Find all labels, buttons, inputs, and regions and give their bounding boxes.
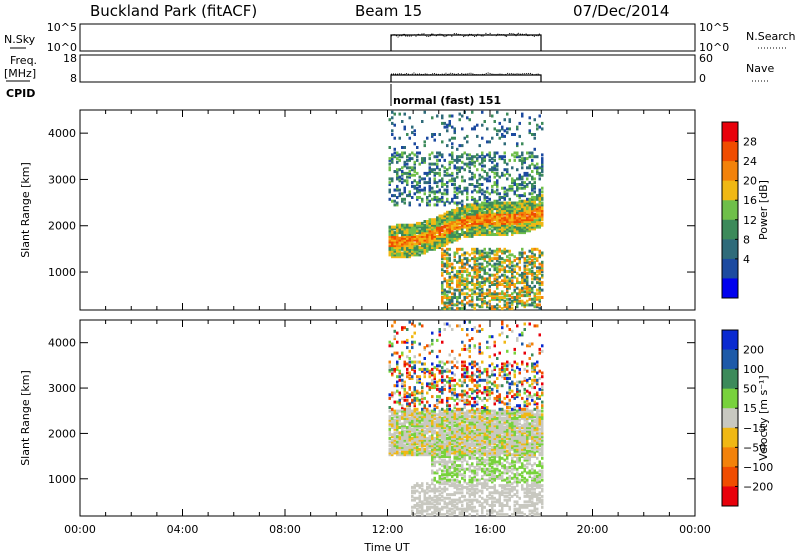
colorbar-tick-label: 28 <box>743 136 757 149</box>
colorbar-tick-label: 20 <box>743 175 757 188</box>
colorbar-segment <box>722 466 738 487</box>
velocity-y-axis: 1000 2000 3000 4000 <box>48 337 695 486</box>
velocity-ylabel: Slant Range [km] <box>19 370 32 466</box>
colorbar-segment <box>722 388 738 409</box>
x-tick-label: 20:00 <box>577 523 609 536</box>
y-tick-label: 4000 <box>48 337 76 350</box>
y-tick-label: 1000 <box>48 473 76 486</box>
colorbar-segment <box>722 486 738 507</box>
nave-trace <box>390 72 541 76</box>
colorbar-segment <box>722 180 738 201</box>
colorbar-tick-label: 12 <box>743 214 757 227</box>
nsky-right-tick-top: 10^5 <box>699 21 729 34</box>
nsky-left-tick-top: 10^5 <box>47 21 77 34</box>
freq-right-tick-bottom: 0 <box>699 72 706 85</box>
y-tick-label: 1000 <box>48 266 76 279</box>
power-ylabel: Slant Range [km] <box>19 162 32 258</box>
colorbar-tick-label: −50 <box>743 441 766 454</box>
power-colorbar-label: Power [dB] <box>757 180 770 240</box>
beam-label: Beam 15 <box>355 2 422 20</box>
power-x-ticks <box>79 110 696 310</box>
colorbar-segment <box>722 369 738 390</box>
y-tick-label: 4000 <box>48 127 76 140</box>
y-tick-label: 2000 <box>48 220 76 233</box>
power-data-cells <box>388 110 544 311</box>
nsearch-label: N.Search <box>746 30 796 43</box>
colorbar-segment <box>722 161 738 182</box>
x-tick-label: 16:00 <box>474 523 506 536</box>
colorbar-segment <box>722 219 738 240</box>
colorbar-tick-label: −15 <box>743 422 766 435</box>
time-axis-label: Time UT <box>363 541 409 554</box>
x-tick-label: 00:00 <box>64 523 96 536</box>
velocity-data-cells <box>388 320 544 517</box>
x-tick-label: 04:00 <box>167 523 199 536</box>
colorbar-tick-label: 8 <box>743 233 750 246</box>
colorbar-segment <box>722 330 738 351</box>
colorbar-segment <box>722 200 738 221</box>
colorbar-segment <box>722 239 738 260</box>
y-tick-label: 3000 <box>48 173 76 186</box>
freq-panel: Freq. [MHz] 18 8 60 0 Nave <box>4 52 774 85</box>
colorbar-segment <box>722 408 738 429</box>
colorbar-tick-label: 24 <box>743 155 757 168</box>
colorbar-tick-label: 15 <box>743 402 757 415</box>
freq-unit-label: [MHz] <box>4 67 36 80</box>
colorbar-segment <box>722 447 738 468</box>
colorbar-segment <box>722 349 738 370</box>
velocity-x-axis: 00:00 04:00 08:00 12:00 16:00 20:00 00:00 <box>64 320 711 536</box>
freq-label: Freq. <box>10 54 37 67</box>
freq-trace <box>390 74 542 82</box>
y-tick-label: 2000 <box>48 427 76 440</box>
velocity-panel: 1000 2000 3000 4000 00:00 04:00 08:00 12:00 16:… <box>19 319 711 536</box>
y-tick-label: 3000 <box>48 382 76 395</box>
colorbar-tick-label: 4 <box>743 253 750 266</box>
velocity-colorbar: 200 100 50 15 −15 −50 −100 −200 Velocity [m s⁻¹… <box>721 329 773 507</box>
freq-right-tick-top: 60 <box>699 52 713 65</box>
power-panel: 1000 2000 3000 4000 Slant Range [km] <box>19 109 696 311</box>
colorbar-tick-label: −200 <box>743 480 773 493</box>
power-colorbar: 28 24 20 16 12 8 4 Power [dB] <box>721 121 770 299</box>
colorbar-tick-label: 100 <box>743 363 764 376</box>
nave-label: Nave <box>746 62 774 75</box>
cpid-mode-text: normal (fast) 151 <box>393 94 501 107</box>
nsky-left-tick-bottom: 10^0 <box>47 41 77 54</box>
x-tick-label: 00:00 <box>679 523 711 536</box>
power-y-axis: 1000 2000 3000 4000 <box>48 127 695 279</box>
colorbar-segment <box>722 278 738 299</box>
x-tick-label: 08:00 <box>269 523 301 536</box>
date-label: 07/Dec/2014 <box>573 2 669 20</box>
freq-left-tick-bottom: 8 <box>70 72 77 85</box>
plot-title: Buckland Park (fitACF) <box>90 2 257 20</box>
nsky-label: N.Sky <box>4 33 36 46</box>
colorbar-tick-label: 16 <box>743 194 757 207</box>
colorbar-tick-label: 50 <box>743 383 757 396</box>
colorbar-segment <box>722 258 738 279</box>
nsky-panel: N.Sky 10^5 10^0 10^5 10^0 N.Search <box>4 21 796 54</box>
colorbar-tick-label: 200 <box>743 344 764 357</box>
colorbar-segment <box>722 122 738 143</box>
cpid-label: CPID <box>6 87 35 100</box>
nsky-noise-trace <box>390 32 541 38</box>
x-tick-label: 12:00 <box>372 523 404 536</box>
colorbar-tick-label: −100 <box>743 461 773 474</box>
velocity-colorbar-label: Velocity [m s⁻¹] <box>757 375 770 460</box>
freq-left-tick-top: 18 <box>63 52 77 65</box>
nsky-right-tick-bottom: 10^0 <box>699 41 729 54</box>
colorbar-segment <box>722 427 738 448</box>
nsky-trace <box>390 34 542 51</box>
colorbar-segment <box>722 141 738 162</box>
